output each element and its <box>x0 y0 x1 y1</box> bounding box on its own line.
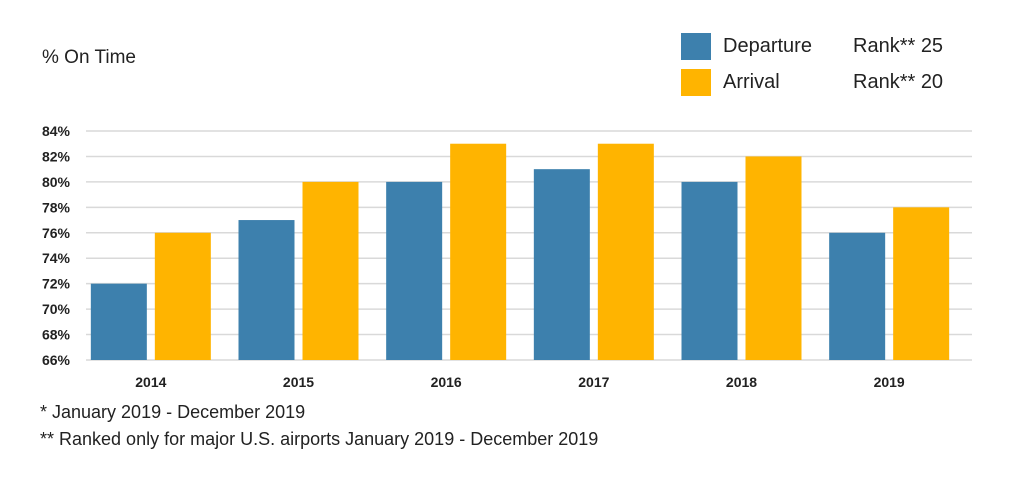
legend-item-departure: Departure Rank** 25 <box>681 28 943 64</box>
y-tick-label: 74% <box>42 250 71 266</box>
bar-arrival-2014 <box>154 232 211 360</box>
bar-arrival-2016 <box>450 143 507 360</box>
y-axis-title: % On Time <box>42 47 136 68</box>
y-tick-label: 76% <box>42 225 71 241</box>
legend-rank-departure: Rank** 25 <box>853 34 944 57</box>
y-tick-label: 66% <box>42 352 71 368</box>
bar-departure-2017 <box>533 169 590 360</box>
y-tick-label: 84% <box>42 123 71 139</box>
bar-arrival-2015 <box>302 181 359 360</box>
bar-arrival-2017 <box>597 143 654 360</box>
legend-label-departure: Departure <box>723 34 812 57</box>
bar-arrival-2018 <box>745 156 802 360</box>
bar-departure-2015 <box>238 220 295 360</box>
y-tick-label: 82% <box>42 148 71 164</box>
x-tick-label: 2014 <box>135 374 166 390</box>
x-tick-label: 2018 <box>726 374 757 390</box>
y-tick-label: 72% <box>42 276 71 292</box>
bar-arrival-2019 <box>893 207 950 360</box>
y-tick-label: 68% <box>42 327 71 343</box>
bar-departure-2016 <box>386 181 443 360</box>
x-tick-label: 2016 <box>431 374 462 390</box>
footnote-period: * January 2019 - December 2019 <box>40 402 306 422</box>
x-tick-label: 2017 <box>578 374 609 390</box>
legend-label-arrival: Arrival <box>723 70 780 93</box>
bar-departure-2014 <box>90 283 147 360</box>
bar-departure-2019 <box>829 232 886 360</box>
legend-rank-arrival: Rank** 20 <box>853 70 944 93</box>
x-tick-label: 2019 <box>874 374 905 390</box>
y-tick-label: 78% <box>42 199 71 215</box>
bar-departure-2018 <box>681 181 738 360</box>
legend-swatch-departure <box>681 32 711 60</box>
x-tick-label: 2015 <box>283 374 314 390</box>
y-tick-label: 70% <box>42 301 71 317</box>
y-tick-label: 80% <box>42 174 71 190</box>
legend-item-arrival: Arrival Rank** 20 <box>681 64 943 100</box>
legend-swatch-arrival <box>681 68 711 96</box>
legend: Departure Rank** 25 Arrival Rank** 20 <box>681 28 943 100</box>
footnote-ranking: ** Ranked only for major U.S. airports J… <box>40 429 599 449</box>
